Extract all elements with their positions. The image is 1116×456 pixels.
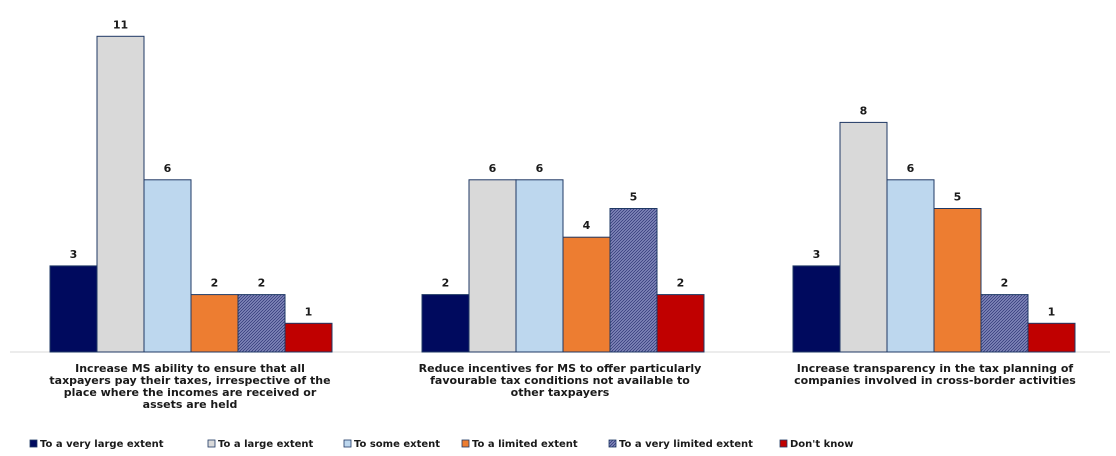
category-label-1-line-2: taxpayers pay their taxes, irrespective … <box>49 374 330 387</box>
bar-to-a-very-limited-extent-cat-2 <box>609 208 658 353</box>
bar-to-a-very-large-extent-cat-2 <box>421 294 470 353</box>
value-label-to-a-limited-extent-cat-3: 5 <box>954 191 962 204</box>
legend-swatch-to-some-extent <box>343 439 352 448</box>
value-label-to-some-extent-cat-2: 6 <box>536 162 544 175</box>
category-label-3-line-1: Increase transparency in the tax plannin… <box>797 362 1074 375</box>
legend-swatch-to-a-very-large-extent <box>29 439 38 448</box>
legend-label-to-a-very-large-extent: To a very large extent <box>40 439 164 450</box>
category-label-2-line-2: favourable tax conditions not available … <box>430 374 690 387</box>
bar-to-a-large-extent-cat-1 <box>96 35 145 353</box>
legend-swatch-to-a-limited-extent <box>461 439 470 448</box>
value-label-don-t-know-cat-2: 2 <box>677 277 685 290</box>
legend: To a very large extent To a large extent T… <box>29 439 854 450</box>
value-label-to-a-large-extent-cat-1: 11 <box>113 18 128 31</box>
value-labels-layer: 3 11 6 2 2 1 2 6 6 4 5 2 3 8 6 5 2 1 <box>70 18 1056 318</box>
value-label-to-a-very-large-extent-cat-1: 3 <box>70 248 78 261</box>
value-label-to-a-very-limited-extent-cat-2: 5 <box>630 191 638 204</box>
value-label-to-a-limited-extent-cat-2: 4 <box>583 219 591 232</box>
bar-to-a-very-limited-extent-cat-1 <box>237 294 286 353</box>
category-label-1-line-4: assets are held <box>143 398 238 411</box>
value-label-to-a-very-limited-extent-cat-3: 2 <box>1001 277 1009 290</box>
legend-label-to-some-extent: To some extent <box>354 439 440 450</box>
category-label-2-line-3: other taxpayers <box>511 386 610 399</box>
bar-don-t-know-cat-2 <box>656 294 705 353</box>
legend-label-don-t-know: Don't know <box>790 439 854 450</box>
category-label-2-line-1: Reduce incentives for MS to offer partic… <box>419 362 702 375</box>
value-label-to-a-limited-extent-cat-1: 2 <box>211 277 219 290</box>
bar-don-t-know-cat-1 <box>284 322 333 353</box>
value-label-to-some-extent-cat-1: 6 <box>164 162 172 175</box>
value-label-to-a-very-limited-extent-cat-1: 2 <box>258 277 266 290</box>
legend-swatch-don-t-know <box>779 439 788 448</box>
legend-swatch-to-a-large-extent <box>207 439 216 448</box>
bar-to-a-very-large-extent-cat-3 <box>792 265 841 353</box>
value-label-to-a-very-large-extent-cat-2: 2 <box>442 277 450 290</box>
bar-to-a-limited-extent-cat-1 <box>190 294 239 353</box>
bar-to-some-extent-cat-1 <box>143 179 192 353</box>
legend-label-to-a-large-extent: To a large extent <box>218 439 314 450</box>
bar-to-a-very-limited-extent-cat-3 <box>980 294 1029 353</box>
value-label-to-a-large-extent-cat-3: 8 <box>860 104 868 117</box>
bar-to-some-extent-cat-2 <box>515 179 564 353</box>
legend-label-to-a-limited-extent: To a limited extent <box>472 439 578 450</box>
bar-to-a-large-extent-cat-3 <box>839 121 888 353</box>
bar-don-t-know-cat-3 <box>1027 322 1076 353</box>
category-label-3-line-2: companies involved in cross-border activ… <box>794 374 1076 387</box>
bar-to-a-limited-extent-cat-3 <box>933 208 982 353</box>
category-label-1-line-3: place where the incomes are received or <box>64 386 317 399</box>
value-label-to-some-extent-cat-3: 6 <box>907 162 915 175</box>
legend-label-to-a-very-limited-extent: To a very limited extent <box>619 439 753 450</box>
bar-to-a-very-large-extent-cat-1 <box>49 265 98 353</box>
value-label-to-a-very-large-extent-cat-3: 3 <box>813 248 821 261</box>
legend-swatch-to-a-very-limited-extent <box>608 439 617 448</box>
value-label-don-t-know-cat-1: 1 <box>305 305 313 318</box>
bar-to-some-extent-cat-3 <box>886 179 935 353</box>
bar-to-a-large-extent-cat-2 <box>468 179 517 353</box>
bar-to-a-limited-extent-cat-2 <box>562 236 611 353</box>
value-label-don-t-know-cat-3: 1 <box>1048 305 1056 318</box>
value-label-to-a-large-extent-cat-2: 6 <box>489 162 497 175</box>
category-label-1-line-1: Increase MS ability to ensure that all <box>75 362 305 375</box>
bars-layer <box>10 35 1110 353</box>
category-labels-layer: Increase MS ability to ensure that allta… <box>49 362 1076 411</box>
